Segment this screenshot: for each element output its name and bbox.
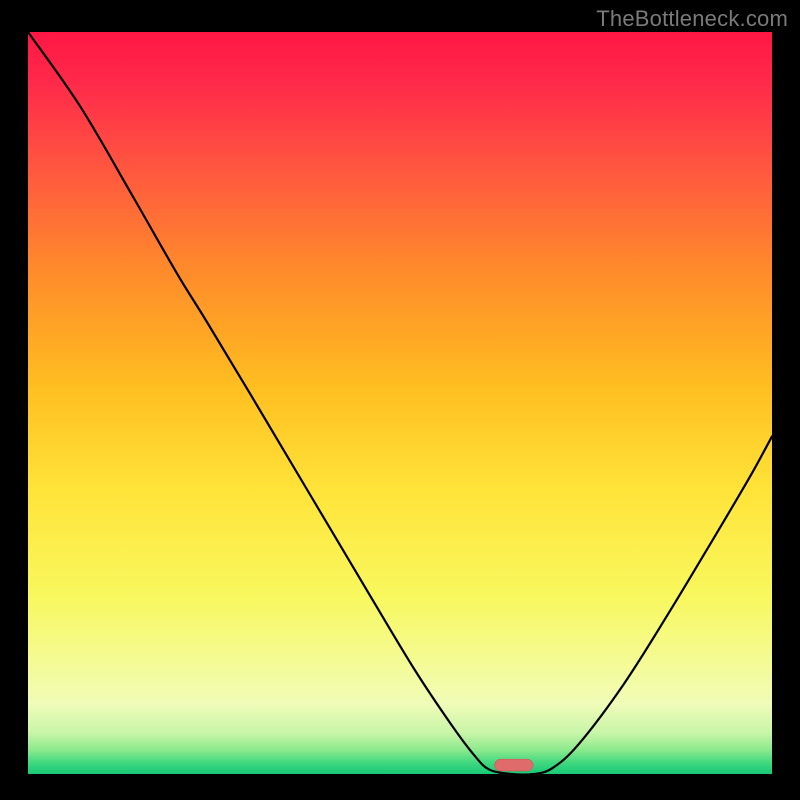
optimal-marker <box>494 759 533 771</box>
page-root: TheBottleneck.com <box>0 0 800 800</box>
chart-frame <box>28 32 772 774</box>
watermark-text: TheBottleneck.com <box>596 6 788 32</box>
chart-gradient-rect <box>28 32 772 774</box>
chart-svg <box>28 32 772 774</box>
